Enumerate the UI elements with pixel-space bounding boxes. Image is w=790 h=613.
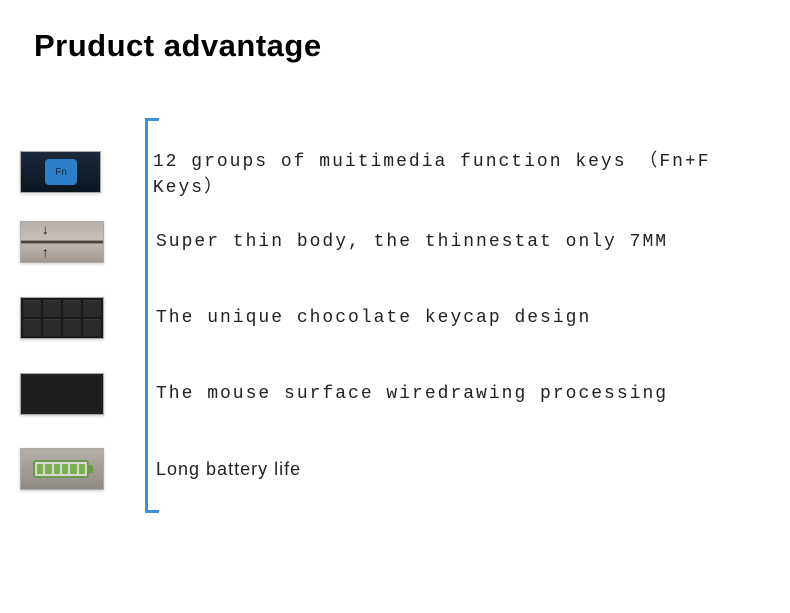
feature-row: The mouse surface wiredrawing processing [20,373,668,415]
feature-row: Fn 12 groups of muitimedia function keys… [20,146,770,198]
feature-text: The unique chocolate keycap design [156,308,591,328]
battery-icon [20,448,104,490]
wiredrawing-icon [20,373,104,415]
arrow-down-icon: ↓ [41,224,49,238]
feature-row: The unique chocolate keycap design [20,297,591,339]
feature-row: Long battery life [20,448,301,490]
feature-text: The mouse surface wiredrawing processing [156,384,668,404]
feature-text: Super thin body, the thinnestat only 7MM [156,232,668,252]
feature-row: ↓ ↑ Super thin body, the thinnestat only… [20,221,668,263]
thin-body-icon: ↓ ↑ [20,221,104,263]
fn-key-icon: Fn [20,151,101,193]
keycap-icon [20,297,104,339]
page-title: Pruduct advantage [34,28,322,64]
feature-text: 12 groups of muitimedia function keys （F… [153,146,770,198]
bracket-bottom [145,510,159,513]
arrow-up-icon: ↑ [41,247,49,261]
fn-key-label: Fn [45,159,77,185]
feature-text: Long battery life [156,459,301,480]
